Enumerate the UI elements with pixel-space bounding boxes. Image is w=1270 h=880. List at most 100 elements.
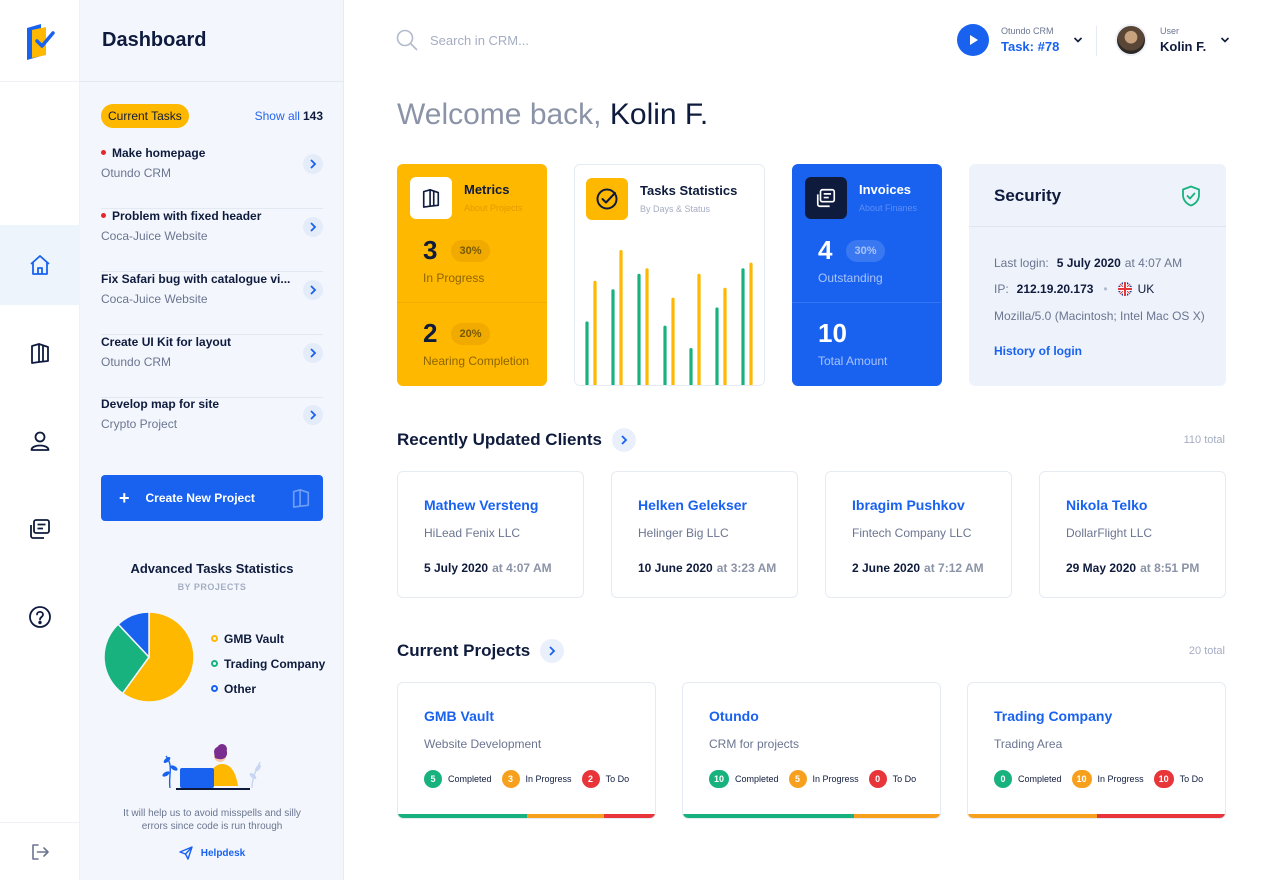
panel-title: Dashboard <box>102 29 207 51</box>
client-card[interactable]: Ibragim Pushkov Fintech Company LLC 2 Ju… <box>825 471 1012 598</box>
client-date: 2 June 2020 at 7:12 AM <box>852 561 984 575</box>
shield-icon <box>1182 185 1200 207</box>
todo-segment <box>1096 814 1225 818</box>
nav-home[interactable] <box>0 225 80 305</box>
task-item[interactable]: Problem with fixed header Coca-Juice Web… <box>101 209 323 272</box>
clients-open-button[interactable] <box>612 428 636 452</box>
task-item[interactable]: Make homepage Otundo CRM <box>101 146 323 209</box>
plus-icon: + <box>119 487 130 508</box>
show-all-link[interactable]: Show all 143 <box>255 109 323 123</box>
current-task-dropdown[interactable]: Otundo CRM Task: #78 <box>957 24 1083 56</box>
client-date-text: 10 June 2020 <box>638 561 713 575</box>
project-status: 0 Completed 10 In Progress 10 To Do <box>994 770 1213 788</box>
helpdesk-label: Helpdesk <box>200 847 246 859</box>
helpdesk-link[interactable]: Helpdesk <box>80 846 344 860</box>
client-company: Fintech Company LLC <box>852 526 972 540</box>
project-card[interactable]: Otundo CRM for projects 10 Completed 5 In … <box>682 682 941 819</box>
help-icon <box>29 606 51 628</box>
nav-users[interactable] <box>0 401 80 481</box>
task-title: Make homepage <box>101 146 205 160</box>
completed-label: Completed <box>1018 774 1062 784</box>
stat-percent: 30% <box>846 239 885 262</box>
create-project-label: Create New Project <box>145 491 255 505</box>
in-progress-segment <box>526 814 604 818</box>
logout-icon <box>32 843 49 860</box>
in-progress-segment <box>968 814 1097 818</box>
project-card[interactable]: GMB Vault Website Development 5 Completed… <box>397 682 656 819</box>
project-description: Website Development <box>424 737 542 751</box>
in-progress-count: 3 <box>501 770 520 788</box>
task-title-text: Make homepage <box>112 146 206 160</box>
task-item[interactable]: Fix Safari bug with catalogue vi... Coca… <box>101 272 323 335</box>
metrics-card[interactable]: Metrics About Projects 3 30% In Progress 2… <box>397 164 547 386</box>
client-company: Helinger Big LLC <box>638 526 729 540</box>
user-menu[interactable]: User Kolin F. <box>1115 24 1230 56</box>
divider <box>969 226 1226 227</box>
search-icon <box>396 29 418 51</box>
security-title: Security <box>994 186 1062 205</box>
chevron-down-icon <box>1221 37 1230 43</box>
home-icon <box>30 255 50 275</box>
clients-total: 110 total <box>1183 434 1225 446</box>
task-statistics-card[interactable]: Tasks Statistics By Days & Status <box>574 164 765 386</box>
task-title: Create UI Kit for layout <box>101 335 232 349</box>
projects-section-title: Current Projects <box>397 639 565 663</box>
nav-projects[interactable] <box>0 313 80 393</box>
task-item[interactable]: Develop map for site Crypto Project <box>101 397 323 460</box>
legend-marker <box>211 660 218 667</box>
nav-help[interactable] <box>0 577 80 657</box>
client-name: Mathew Versteng <box>424 497 539 513</box>
create-project-button[interactable]: + Create New Project <box>101 475 323 521</box>
task-open-button[interactable] <box>303 217 323 237</box>
client-card[interactable]: Helken Gelekser Helinger Big LLC 10 June… <box>611 471 798 598</box>
panel-header: Dashboard <box>80 0 343 82</box>
todo-label: To Do <box>892 774 917 784</box>
stat: 2 20% <box>423 318 490 349</box>
stat-percent: 20% <box>451 322 490 345</box>
client-card[interactable]: Mathew Versteng HiLead Fenix LLC 5 July … <box>397 471 584 598</box>
project-status: 5 Completed 3 In Progress 2 To Do <box>424 770 639 788</box>
show-all-label: Show all <box>254 109 300 123</box>
task-open-button[interactable] <box>303 280 323 300</box>
welcome-heading: Welcome back, Kolin F. <box>397 98 708 132</box>
play-icon <box>970 35 978 45</box>
last-login-row: Last login: 5 July 2020 at 4:07 AM <box>994 256 1182 270</box>
completed-label: Completed <box>448 774 492 784</box>
stat-label: In Progress <box>423 271 485 285</box>
stat-value: 3 <box>423 235 438 265</box>
invoices-card[interactable]: Invoices About Finanes 4 30% Outstanding 1… <box>792 164 942 386</box>
last-login-time: at 4:07 AM <box>1124 256 1183 270</box>
card-subtitle: About Finanes <box>859 203 918 213</box>
task-open-button[interactable] <box>303 154 323 174</box>
last-login-date: 5 July 2020 <box>1056 256 1121 270</box>
clients-title: Recently Updated Clients <box>397 430 602 449</box>
task-open-button[interactable] <box>303 405 323 425</box>
client-date: 29 May 2020 at 8:51 PM <box>1066 561 1199 575</box>
app-logo[interactable] <box>0 0 80 82</box>
stat: 3 30% <box>423 235 490 266</box>
todo-count: 0 <box>868 770 887 788</box>
task-item[interactable]: Create UI Kit for layout Otundo CRM <box>101 335 323 398</box>
completed-count: 5 <box>424 770 442 788</box>
task-open-button[interactable] <box>303 343 323 363</box>
task-project: Otundo CRM <box>101 166 172 180</box>
card-title: Metrics <box>464 182 510 197</box>
project-card[interactable]: Trading Company Trading Area 0 Completed … <box>967 682 1226 819</box>
user-role: User <box>1160 26 1180 36</box>
nav-invoices[interactable] <box>0 489 80 569</box>
search-box[interactable]: Search in CRM... <box>396 29 529 51</box>
play-button[interactable] <box>957 24 989 56</box>
current-tasks-header: Current Tasks Show all 143 <box>101 104 323 128</box>
search-input[interactable]: Search in CRM... <box>430 32 529 48</box>
client-date: 5 July 2020 at 4:07 AM <box>424 561 552 575</box>
user-icon <box>30 431 50 451</box>
todo-label: To Do <box>1179 774 1204 784</box>
user-agent: Mozilla/5.0 (Macintosh; Intel Mac OS X) <box>994 309 1205 323</box>
security-card: Security Last login: 5 July 2020 at 4:07 A… <box>969 164 1226 386</box>
history-of-login-link[interactable]: History of login <box>994 344 1082 358</box>
client-card[interactable]: Nikola Telko DollarFlight LLC 29 May 202… <box>1039 471 1226 598</box>
projects-open-button[interactable] <box>540 639 565 663</box>
logout-button[interactable] <box>0 822 80 880</box>
legend-item: Trading Company <box>211 651 325 676</box>
client-date: 10 June 2020 at 3:23 AM <box>638 561 776 575</box>
